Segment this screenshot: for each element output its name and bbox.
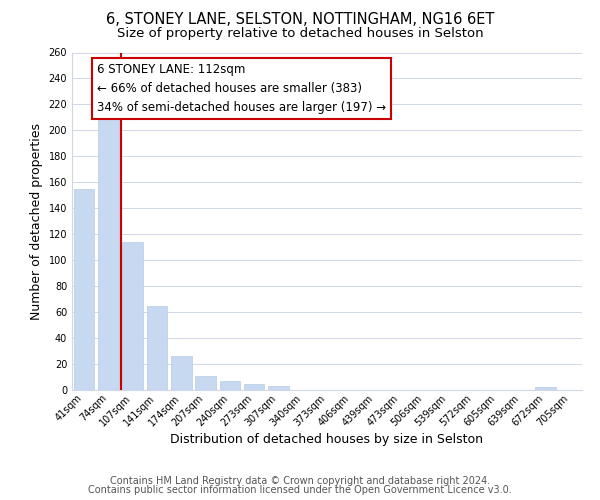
Text: 6 STONEY LANE: 112sqm
← 66% of detached houses are smaller (383)
34% of semi-det: 6 STONEY LANE: 112sqm ← 66% of detached … bbox=[97, 63, 386, 114]
Text: Contains public sector information licensed under the Open Government Licence v3: Contains public sector information licen… bbox=[88, 485, 512, 495]
Text: Contains HM Land Registry data © Crown copyright and database right 2024.: Contains HM Land Registry data © Crown c… bbox=[110, 476, 490, 486]
Bar bbox=[195, 376, 216, 390]
Bar bbox=[268, 386, 289, 390]
Bar bbox=[98, 118, 119, 390]
Text: 6, STONEY LANE, SELSTON, NOTTINGHAM, NG16 6ET: 6, STONEY LANE, SELSTON, NOTTINGHAM, NG1… bbox=[106, 12, 494, 28]
Bar bbox=[244, 384, 265, 390]
Bar bbox=[171, 356, 191, 390]
Text: Size of property relative to detached houses in Selston: Size of property relative to detached ho… bbox=[116, 28, 484, 40]
Bar bbox=[74, 189, 94, 390]
Bar bbox=[220, 381, 240, 390]
Bar bbox=[146, 306, 167, 390]
Bar bbox=[122, 242, 143, 390]
Bar bbox=[535, 388, 556, 390]
X-axis label: Distribution of detached houses by size in Selston: Distribution of detached houses by size … bbox=[170, 434, 484, 446]
Y-axis label: Number of detached properties: Number of detached properties bbox=[30, 122, 43, 320]
